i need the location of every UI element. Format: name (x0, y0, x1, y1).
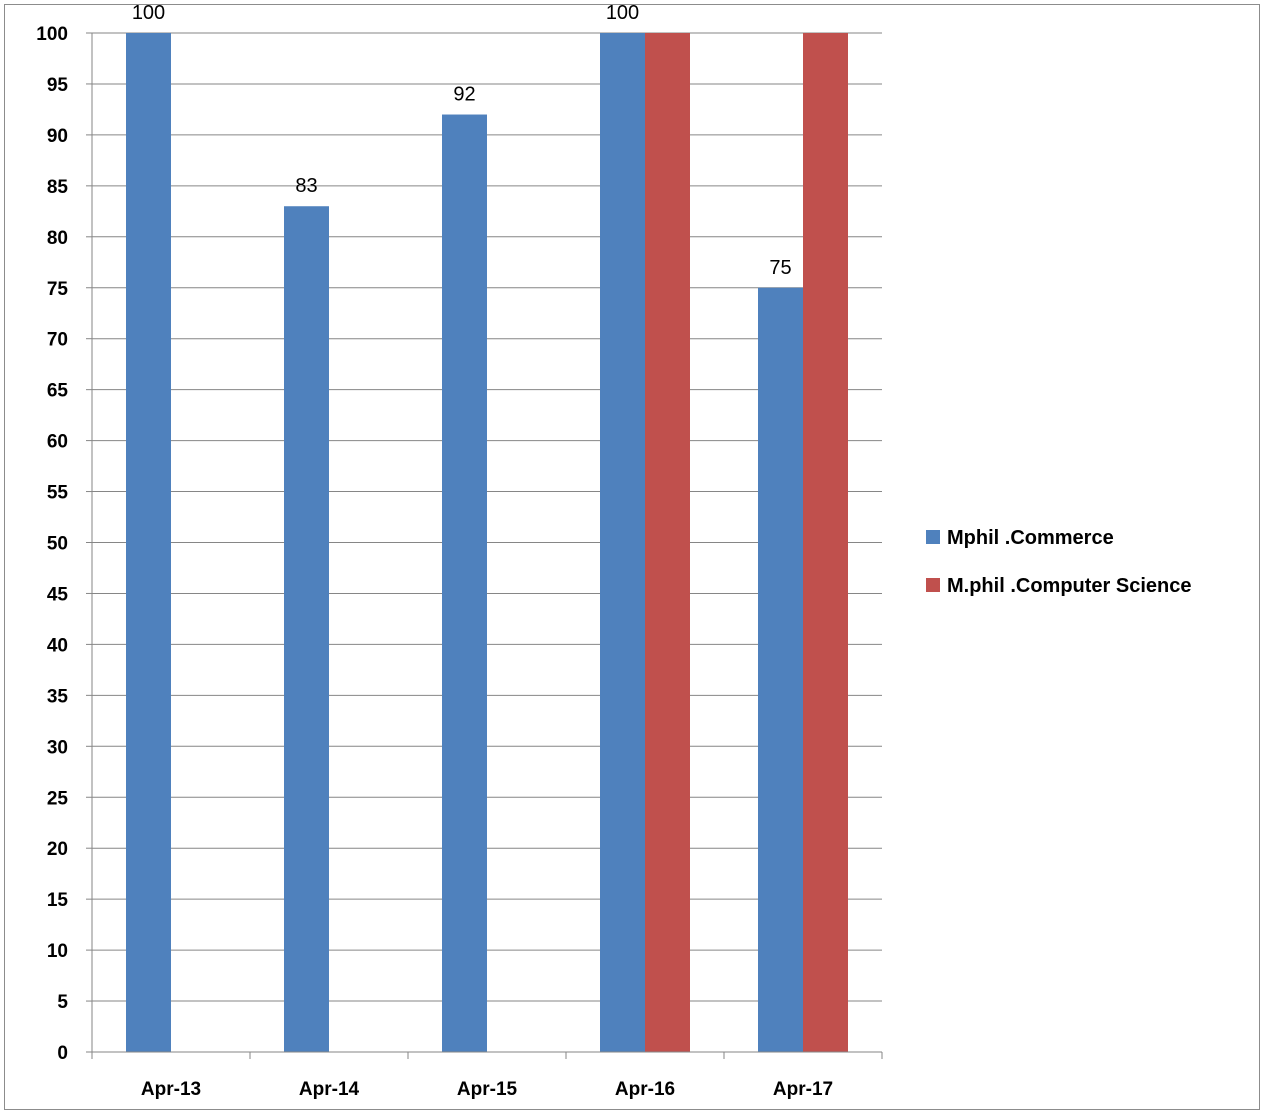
data-label: 100 (606, 2, 639, 24)
data-label: 75 (769, 257, 791, 279)
x-category-label: Apr-16 (615, 1079, 675, 1100)
bar-mphil-computer-science (803, 33, 848, 1052)
y-tick-label: 40 (47, 635, 68, 656)
legend-label: Mphil .Commerce (947, 527, 1114, 549)
y-tick-label: 95 (47, 75, 69, 96)
y-axis-tick-labels: 0 5 10 15 20 25 30 35 40 45 50 55 60 65 70 75 80 85 90 95 10… (36, 24, 68, 1064)
x-category-label: Apr-17 (773, 1079, 833, 1100)
x-axis-category-labels: Apr-13 Apr-14 Apr-15 Apr-16 Apr-17 (141, 1079, 833, 1100)
y-tick-label: 10 (47, 941, 68, 962)
x-category-label: Apr-14 (299, 1079, 360, 1100)
data-label: 92 (453, 84, 475, 106)
legend-swatch (926, 578, 940, 592)
y-tick-label: 15 (47, 890, 69, 911)
y-tick-label: 30 (47, 737, 68, 758)
bar-mphil-commerce (758, 287, 803, 1052)
data-labels: 100 83 92 100 75 (132, 2, 792, 279)
bar-mphil-computer-science (645, 33, 690, 1052)
y-tick-label: 85 (47, 177, 69, 198)
y-tick-label: 80 (47, 228, 68, 249)
bar-mphil-commerce (284, 206, 329, 1053)
y-tick-label: 90 (47, 126, 68, 147)
bar-mphil-commerce (600, 33, 645, 1052)
y-tick-label: 45 (47, 584, 69, 605)
y-tick-label: 70 (47, 330, 68, 351)
y-tick-label: 25 (47, 788, 69, 809)
legend-swatch (926, 530, 940, 544)
y-tick-label: 50 (47, 534, 68, 555)
y-tick-label: 75 (47, 279, 69, 300)
axes (86, 32, 883, 1059)
legend-label: M.phil .Computer Science (947, 575, 1191, 597)
y-tick-label: 20 (47, 839, 68, 860)
y-tick-label: 5 (57, 992, 68, 1013)
bars (126, 33, 848, 1053)
y-tick-label: 35 (47, 686, 69, 707)
data-label: 83 (295, 175, 317, 197)
x-category-label: Apr-13 (141, 1079, 201, 1100)
bar-mphil-commerce (442, 114, 487, 1052)
y-tick-label: 0 (57, 1043, 68, 1064)
y-tick-label: 55 (47, 483, 69, 504)
y-tick-label: 60 (47, 432, 68, 453)
data-label: 100 (132, 2, 165, 24)
legend: Mphil .Commerce M.phil .Computer Science (926, 527, 1191, 597)
bar-mphil-commerce (126, 33, 171, 1052)
x-category-label: Apr-15 (457, 1079, 518, 1100)
y-tick-label: 100 (36, 24, 68, 45)
y-tick-label: 65 (47, 381, 69, 402)
